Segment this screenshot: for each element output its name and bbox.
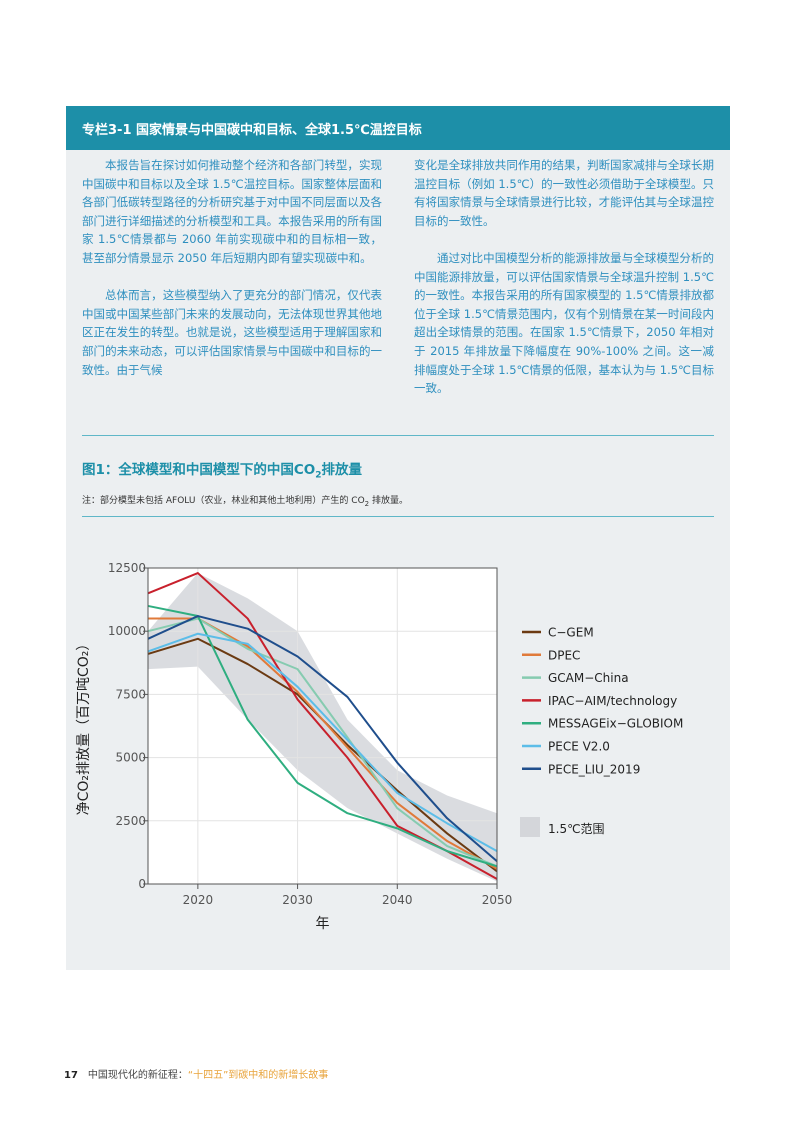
y-tick-label: 5000 [115,751,146,765]
y-tick-label: 12500 [108,561,146,575]
legend-band-label: 1.5℃范围 [548,822,605,836]
series-line-gcam-china [147,617,498,868]
left-paragraph-1: 本报告旨在探讨如何推动整个经济和各部门转型，实现中国碳中和目标以及全球 1.5℃… [82,158,382,265]
legend-label: IPAC−AIM/technology [548,694,677,708]
series-line-pece-liu-2019 [147,615,498,863]
series-line-messageix-globiom [147,604,498,868]
figure-top-rule [82,435,714,436]
right-continuation: 变化是全球排放共同作用的结果，判断国家减排与全球长期温控目标（例如 1.5℃）的… [414,158,714,228]
plot-frame [147,567,498,885]
page-footer: 17 中国现代化的新征程：“十四五”到碳中和的新增长故事 [64,1066,328,1081]
figure-note-end: 排放量。 [369,496,409,506]
y-tick-label: 0 [138,877,146,891]
y-axis-title: 净CO₂排放量（百万吨CO₂） [76,637,92,816]
figure-note-sub: 2 [364,499,370,508]
series-line-pece-v2-0 [147,632,498,853]
legend-label: GCAM−China [548,671,629,685]
figure-title-main: 图1：全球模型和中国模型下的中国CO [82,462,316,478]
x-axis-title: 年 [316,916,330,932]
figure-bottom-rule [82,516,714,517]
legend-band-swatch [520,817,540,837]
left-paragraph-2: 总体而言，这些模型纳入了更充分的部门情况，仅代表中国或中国某些部门未来的发展动向… [82,288,382,377]
figure-note-main: 注：部分模型未包括 AFOLU（农业，林业和其他土地利用）产生的 CO [82,496,365,506]
x-tick-label: 2050 [482,893,513,907]
footer-text: 中国现代化的新征程： [87,1070,188,1081]
legend-label: PECE V2.0 [548,740,610,754]
figure-title-sub: 2 [315,470,322,481]
figure-title-end: 排放量 [321,462,363,478]
figure-title: 图1：全球模型和中国模型下的中国CO2排放量 [82,458,362,481]
x-tick-label: 2020 [183,893,214,907]
x-tick-label: 2030 [282,893,313,907]
left-column: 本报告旨在探讨如何推动整个经济和各部门转型，实现中国碳中和目标以及全球 1.5℃… [82,156,382,398]
legend-label: PECE_LIU_2019 [548,762,640,776]
right-column: 变化是全球排放共同作用的结果，判断国家减排与全球长期温控目标（例如 1.5℃）的… [414,156,714,416]
figure-note: 注：部分模型未包括 AFOLU（农业，林业和其他土地利用）产生的 CO2 排放量… [82,493,408,508]
legend-label: DPEC [548,648,580,662]
y-tick-label: 2500 [115,814,146,828]
legend-label: C−GEM [548,626,594,640]
y-tick-label: 7500 [115,687,146,701]
box-header: 专栏3-1 国家情景与中国碳中和目标、全球1.5℃温控目标 [66,106,730,150]
box-title: 专栏3-1 国家情景与中国碳中和目标、全球1.5℃温控目标 [82,123,422,138]
y-tick-label: 10000 [108,624,146,638]
right-paragraph: 通过对比中国模型分析的能源排放量与全球模型分析的中国能源排放量，可以评估国家情景… [414,250,714,396]
emissions-chart: 0 2500 5000 7500 10000 12500 2020 2030 2040 2050 年… [76,561,683,932]
x-tick-label: 2040 [382,893,413,907]
footer-highlight: “十四五”到碳中和的新增长故事 [187,1070,329,1081]
legend-label: MESSAGEix−GLOBIOM [548,717,683,731]
page-number: 17 [64,1070,78,1081]
